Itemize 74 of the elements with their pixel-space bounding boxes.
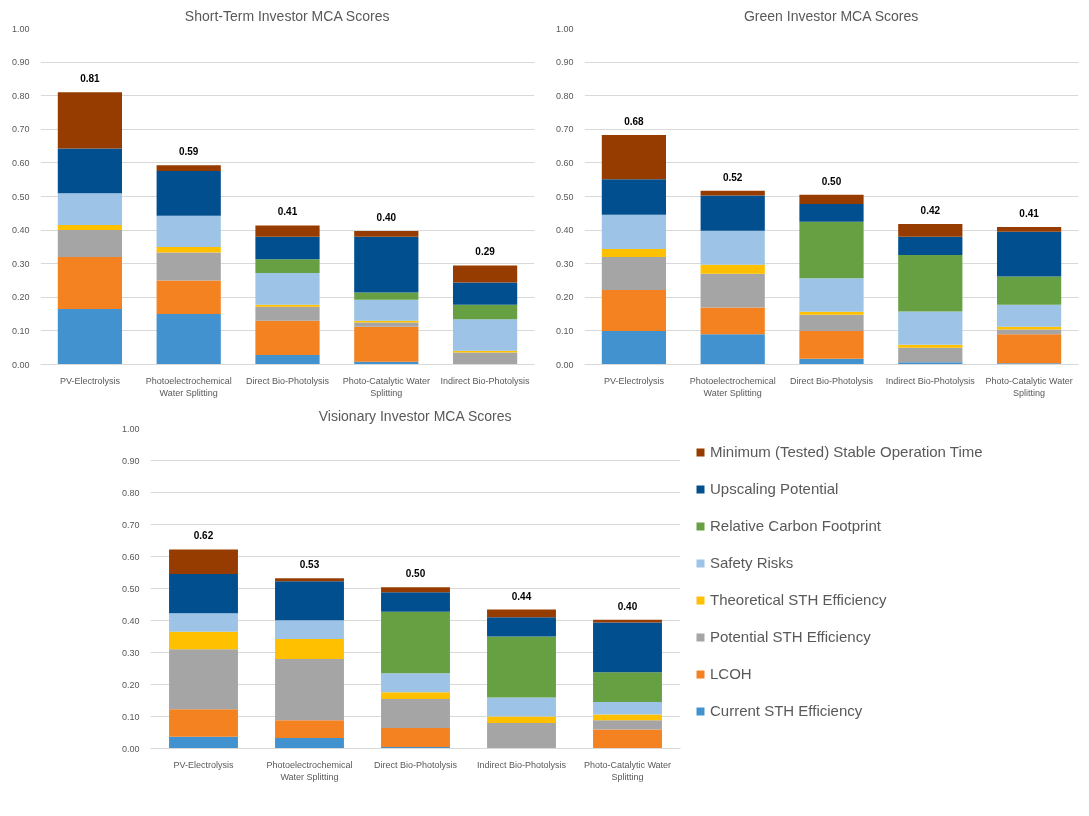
y-tick-label: 0.40 xyxy=(555,225,574,236)
total-label: 0.50 xyxy=(405,568,426,580)
chart-title: Green Investor MCA Scores xyxy=(743,7,919,24)
y-tick-label: 0.60 xyxy=(11,157,30,168)
legend-label: Potential STH Efficiency xyxy=(710,628,871,645)
y-tick-label: 0.00 xyxy=(11,359,30,370)
total-label: 0.41 xyxy=(1019,208,1040,220)
y-tick-label: 1.00 xyxy=(121,423,140,434)
y-tick-label: 0.60 xyxy=(121,551,140,562)
y-tick-label: 0.90 xyxy=(555,57,574,68)
y-tick-label: 0.30 xyxy=(11,258,30,269)
chart-title: Short-Term Investor MCA Scores xyxy=(184,7,390,24)
x-tick-label: PV-Electrolysis xyxy=(59,375,121,386)
x-tick-label: PV-Electrolysis xyxy=(603,375,665,386)
chart-title: Visionary Investor MCA Scores xyxy=(318,407,512,424)
y-tick-label: 0.30 xyxy=(121,647,140,658)
y-tick-label: 0.50 xyxy=(11,191,30,202)
total-label: 0.40 xyxy=(617,600,638,612)
x-tick-label: Photo-Catalytic Water Splitting xyxy=(985,375,1073,398)
y-tick-label: 0.20 xyxy=(121,679,140,690)
y-tick-label: 0.70 xyxy=(121,519,140,530)
legend-label: Theoretical STH Efficiency xyxy=(710,591,887,608)
y-tick-label: 0.40 xyxy=(11,225,30,236)
y-tick-label: 0.10 xyxy=(11,325,30,336)
x-tick-label: Photoelectrochemical Water Splitting xyxy=(145,375,232,398)
y-tick-label: 0.80 xyxy=(121,487,140,498)
total-label: 0.53 xyxy=(299,559,320,571)
legend-label: Upscaling Potential xyxy=(710,480,839,497)
total-label: 0.50 xyxy=(821,175,842,187)
total-label: 0.41 xyxy=(277,206,298,218)
y-tick-label: 0.10 xyxy=(555,325,574,336)
total-label: 0.40 xyxy=(376,212,397,224)
legend-label: Relative Carbon Footprint xyxy=(710,517,881,534)
x-tick-label: Indirect Bio-Photolysis xyxy=(476,759,567,770)
y-tick-label: 0.30 xyxy=(555,258,574,269)
y-tick-label: 1.00 xyxy=(555,23,574,34)
x-tick-label: Indirect Bio-Photolysis xyxy=(885,375,976,386)
y-tick-label: 0.20 xyxy=(555,292,574,303)
legend-label: LCOH xyxy=(710,665,752,682)
total-label: 0.81 xyxy=(80,73,101,85)
y-tick-label: 0.00 xyxy=(555,359,574,370)
total-label: 0.59 xyxy=(178,146,199,158)
x-tick-label: Direct Bio-Photolysis xyxy=(245,375,330,386)
total-label: 0.42 xyxy=(920,205,941,217)
x-tick-label: Photo-Catalytic Water Splitting xyxy=(583,759,672,782)
legend-label: Minimum (Tested) Stable Operation Time xyxy=(710,443,983,460)
x-tick-label: Photo-Catalytic Water Splitting xyxy=(342,375,430,398)
y-tick-label: 0.20 xyxy=(11,292,30,303)
y-tick-label: 1.00 xyxy=(11,23,30,34)
total-label: 0.52 xyxy=(722,171,743,183)
x-tick-label: Direct Bio-Photolysis xyxy=(373,759,458,770)
y-tick-label: 0.50 xyxy=(121,583,140,594)
x-tick-label: PV-Electrolysis xyxy=(173,759,235,770)
y-tick-label: 0.40 xyxy=(121,615,140,626)
y-tick-label: 0.10 xyxy=(121,711,140,722)
legend-label: Safety Risks xyxy=(710,554,794,571)
y-tick-label: 0.70 xyxy=(555,124,574,135)
y-tick-label: 0.90 xyxy=(11,57,30,68)
y-tick-label: 0.80 xyxy=(11,90,30,101)
x-tick-label: Direct Bio-Photolysis xyxy=(789,375,874,386)
y-tick-label: 0.00 xyxy=(121,743,140,754)
x-tick-label: Indirect Bio-Photolysis xyxy=(440,375,531,386)
x-tick-label: Photoelectrochemical Water Splitting xyxy=(689,375,776,398)
total-label: 0.68 xyxy=(624,116,645,128)
total-label: 0.44 xyxy=(511,590,532,602)
x-tick-label: Photoelectrochemical Water Splitting xyxy=(266,759,353,782)
y-tick-label: 0.60 xyxy=(555,157,574,168)
y-tick-label: 0.80 xyxy=(555,90,574,101)
total-label: 0.29 xyxy=(475,246,496,258)
total-label: 0.62 xyxy=(193,530,214,542)
y-tick-label: 0.50 xyxy=(555,191,574,202)
y-tick-label: 0.90 xyxy=(121,455,140,466)
legend-label: Current STH Efficiency xyxy=(710,702,863,719)
y-tick-label: 0.70 xyxy=(11,124,30,135)
